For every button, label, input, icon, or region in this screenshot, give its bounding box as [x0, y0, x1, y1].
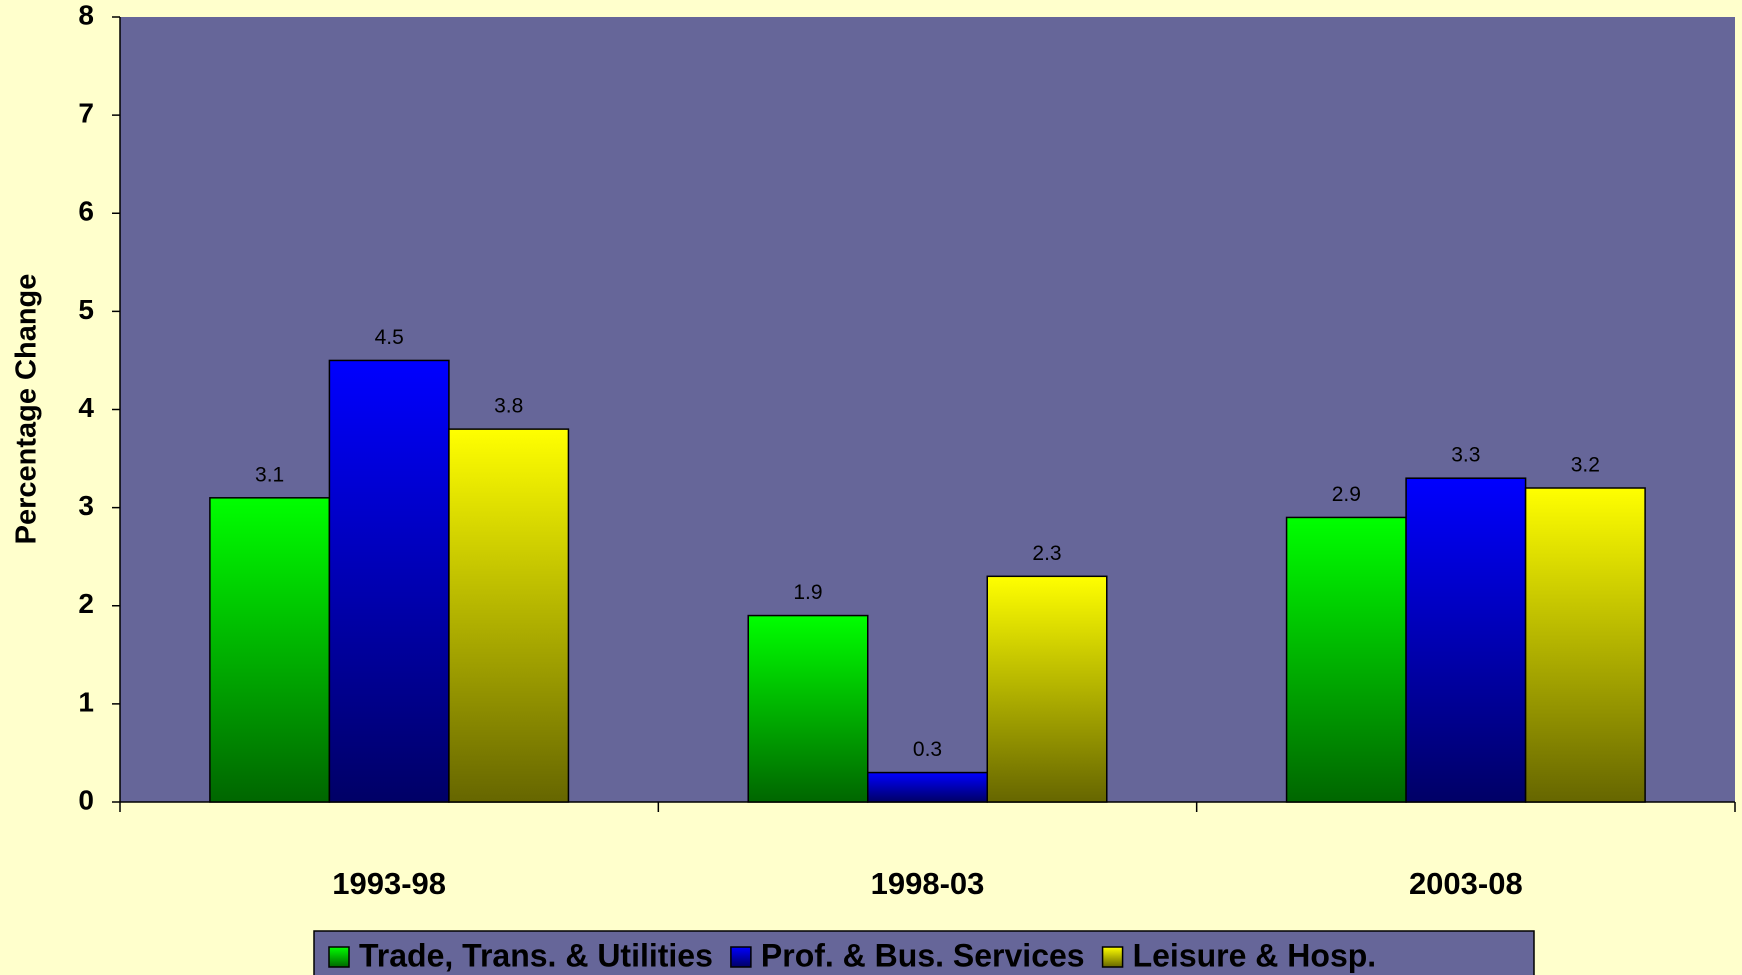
bar [448, 428, 570, 803]
data-label: 0.3 [913, 738, 942, 761]
data-label: 3.1 [255, 463, 284, 486]
y-tick-label: 7 [78, 98, 94, 129]
y-tick-label: 6 [78, 196, 94, 227]
bar [209, 497, 331, 803]
bar [986, 575, 1108, 803]
bar [1405, 477, 1527, 803]
x-tick-label: 1993-98 [332, 866, 446, 901]
data-label: 3.2 [1571, 454, 1600, 477]
x-tick-label: 2003-08 [1409, 866, 1523, 901]
bar [1285, 516, 1407, 803]
legend-label: Leisure & Hosp. [1133, 937, 1377, 973]
data-label: 4.5 [375, 326, 404, 349]
y-tick-label: 8 [78, 0, 94, 30]
y-tick-label: 1 [78, 686, 94, 717]
legend-box [313, 930, 1535, 975]
y-tick-label: 0 [78, 784, 94, 815]
y-tick-label: 4 [78, 392, 94, 423]
y-axis-label: Percentage Change [11, 274, 43, 545]
y-tick-label: 2 [78, 588, 94, 619]
data-label: 1.9 [793, 581, 822, 604]
bar [747, 614, 869, 803]
bar [866, 771, 989, 803]
legend-label: Prof. & Bus. Services [761, 937, 1085, 973]
data-label: 3.3 [1451, 444, 1480, 467]
data-label: 2.3 [1032, 542, 1061, 565]
bar [328, 359, 450, 803]
data-label: 3.8 [494, 395, 523, 418]
y-tick-label: 3 [78, 490, 94, 521]
y-tick-label: 5 [78, 294, 94, 325]
data-label: 2.9 [1332, 483, 1361, 506]
legend-swatch [1101, 946, 1124, 968]
bar [1524, 487, 1646, 803]
legend-swatch [730, 946, 752, 968]
x-tick-label: 1998-03 [871, 866, 985, 901]
legend-swatch [328, 946, 350, 968]
legend-label: Trade, Trans. & Utilities [359, 937, 713, 973]
